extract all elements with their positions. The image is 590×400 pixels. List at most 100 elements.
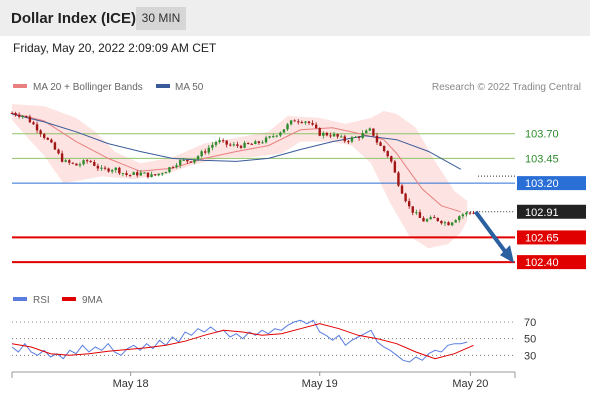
candle-body bbox=[125, 173, 128, 175]
candle-body bbox=[25, 115, 28, 117]
support-label: 102.65 bbox=[525, 232, 559, 244]
projection-arrow-head bbox=[500, 245, 514, 264]
ma50-line bbox=[11, 113, 462, 170]
candle-body bbox=[64, 160, 67, 162]
rsi-tick-label: 70 bbox=[524, 317, 536, 329]
time-axis-label: May 19 bbox=[302, 378, 338, 390]
candle-body bbox=[458, 216, 461, 221]
candle-body bbox=[379, 142, 382, 146]
candle-body bbox=[415, 212, 418, 214]
candle-body bbox=[436, 217, 440, 221]
time-axis-label: May 20 bbox=[452, 378, 488, 390]
candle-body bbox=[78, 164, 82, 166]
candle-body bbox=[196, 156, 200, 160]
last-price-label: 102.91 bbox=[525, 207, 559, 219]
rsi-ma-line bbox=[11, 323, 474, 360]
candle-body bbox=[325, 132, 329, 136]
rsi-ma-legend-label: 9MA bbox=[82, 295, 103, 306]
copyright-label: Research © 2022 Trading Central bbox=[432, 82, 581, 93]
candle-body bbox=[189, 161, 193, 163]
candle-body bbox=[279, 132, 282, 136]
ma20-legend-swatch bbox=[13, 84, 27, 88]
candle-body bbox=[218, 140, 221, 143]
candle-body bbox=[14, 113, 17, 116]
candle-body bbox=[57, 149, 60, 154]
candle-body bbox=[365, 130, 368, 134]
candle-body bbox=[53, 142, 57, 150]
candle-body bbox=[336, 133, 339, 137]
ma50-legend-swatch bbox=[156, 84, 170, 88]
candle-body bbox=[450, 222, 454, 226]
candle-body bbox=[468, 212, 472, 214]
candle-body bbox=[35, 124, 39, 131]
candle-body bbox=[347, 141, 350, 143]
candle-body bbox=[261, 142, 264, 144]
candle-body bbox=[85, 160, 89, 162]
candle-body bbox=[21, 115, 24, 117]
candle-body bbox=[425, 219, 429, 222]
candle-body bbox=[32, 122, 35, 125]
candle-body bbox=[393, 161, 397, 173]
support-label: 102.40 bbox=[525, 257, 559, 269]
candle-body bbox=[257, 141, 261, 143]
candle-body bbox=[357, 136, 361, 138]
candle-body bbox=[289, 120, 293, 125]
candle-body bbox=[136, 172, 139, 176]
candle-body bbox=[375, 135, 379, 143]
candle-body bbox=[368, 128, 372, 131]
candle-body bbox=[150, 174, 153, 178]
moving-average-layer bbox=[11, 112, 462, 213]
last-price-label-bg bbox=[517, 204, 586, 219]
candle-body bbox=[447, 222, 450, 226]
candle-body bbox=[139, 172, 143, 176]
candle-body bbox=[422, 217, 425, 222]
candle-body bbox=[318, 127, 321, 136]
candle-body bbox=[382, 145, 386, 152]
price-levels-layer bbox=[12, 133, 515, 264]
candle-body bbox=[207, 147, 211, 153]
candle-body bbox=[236, 144, 239, 146]
candle-body bbox=[465, 212, 468, 215]
candle-body bbox=[350, 137, 354, 142]
candle-body bbox=[390, 156, 393, 162]
candle-body bbox=[96, 165, 100, 169]
candle-body bbox=[272, 136, 275, 138]
projection-arrow-layer bbox=[473, 210, 514, 264]
candle-body bbox=[418, 212, 422, 218]
resistance-label: 103.70 bbox=[525, 129, 559, 141]
candle-body bbox=[182, 159, 185, 161]
candle-body bbox=[28, 116, 32, 123]
candle-body bbox=[246, 142, 250, 144]
main-legend: MA 20 + Bollinger Bands MA 50 Research ©… bbox=[13, 82, 581, 93]
candle-body bbox=[232, 144, 236, 146]
candle-body bbox=[128, 174, 132, 176]
candle-body bbox=[332, 133, 336, 137]
candle-body bbox=[311, 123, 314, 125]
candle-body bbox=[93, 162, 96, 166]
candle-body bbox=[68, 160, 71, 163]
support-label-bg bbox=[517, 255, 586, 270]
ma20-legend-label: MA 20 + Bollinger Bands bbox=[33, 82, 143, 93]
candle-body bbox=[204, 151, 207, 153]
candle-body bbox=[121, 173, 125, 175]
candle-body bbox=[407, 201, 411, 207]
candle-body bbox=[161, 173, 164, 175]
candle-body bbox=[171, 167, 175, 169]
candle-body bbox=[472, 212, 475, 214]
pivot-label-bg bbox=[517, 176, 586, 191]
candle-body bbox=[110, 170, 114, 172]
candle-body bbox=[157, 173, 160, 176]
rsi-tick-label: 30 bbox=[524, 350, 536, 362]
candle-body bbox=[164, 172, 168, 174]
candle-body bbox=[200, 151, 203, 157]
timeframe-badge[interactable]: 30 MIN bbox=[136, 7, 186, 30]
candle-body bbox=[282, 129, 286, 133]
rsi-legend: RSI 9MA bbox=[13, 295, 103, 306]
candle-body bbox=[146, 172, 150, 178]
candle-body bbox=[143, 172, 146, 174]
instrument-title: Dollar Index (ICE) bbox=[11, 10, 137, 27]
candle-body bbox=[286, 124, 289, 130]
candle-body bbox=[46, 137, 49, 140]
header-bar bbox=[0, 0, 590, 36]
candle-body bbox=[175, 165, 178, 168]
